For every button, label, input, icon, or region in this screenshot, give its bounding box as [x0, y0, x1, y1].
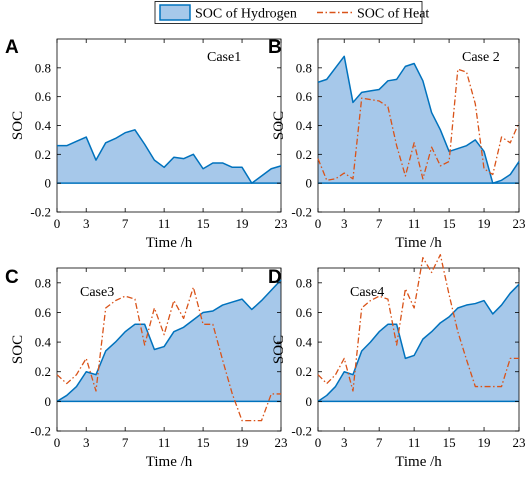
x-tick-label: 15 [443, 216, 456, 231]
x-axis-label: Time /h [146, 235, 193, 251]
y-axis-label: SOC [271, 111, 287, 140]
x-tick-label: 3 [83, 216, 90, 231]
y-tick-label: 0.2 [296, 364, 312, 379]
hydrogen-series-line [56, 279, 282, 403]
x-tick-label: 23 [513, 435, 526, 450]
legend-heat-label: SOC of Heat [357, 7, 429, 22]
y-tick-label: 0 [306, 176, 313, 191]
y-tick-label: 0.6 [296, 89, 313, 104]
heat-series-line [317, 68, 520, 181]
x-tick-label: 7 [122, 435, 129, 450]
y-tick-label: -0.2 [291, 424, 312, 439]
x-tick-label: 0 [54, 216, 61, 231]
y-axis-label: SOC [271, 335, 287, 364]
axes-frame [56, 267, 282, 432]
y-tick-label: 0.8 [296, 275, 312, 290]
x-tick-label: 15 [443, 435, 456, 450]
y-tick-label: 0.6 [35, 305, 52, 320]
x-tick-label: 0 [54, 435, 61, 450]
hydrogen-area [57, 129, 281, 184]
x-tick-label: 15 [197, 216, 210, 231]
x-tick-label: 19 [478, 216, 491, 231]
x-tick-label: 15 [197, 435, 210, 450]
y-tick-label: 0.4 [35, 335, 52, 350]
y-axis-label: SOC [10, 111, 26, 140]
y-tick-label: 0.4 [296, 335, 313, 350]
axes-frame [56, 38, 282, 213]
x-tick-label: 19 [236, 435, 249, 450]
legend: SOC of Hydrogen SOC of Heat [154, 1, 429, 24]
x-tick-label: 23 [513, 216, 526, 231]
x-tick-label: 3 [341, 216, 348, 231]
hydrogen-series-line [317, 55, 520, 184]
x-axis-label: Time /h [146, 454, 193, 470]
hydrogen-area [318, 56, 519, 184]
y-tick-label: -0.2 [30, 205, 51, 220]
case-title: Case1 [207, 50, 241, 65]
legend-box [154, 1, 423, 24]
heat-series-line [56, 286, 281, 422]
y-tick-label: -0.2 [30, 424, 51, 439]
y-tick-label: 0.2 [35, 147, 51, 162]
panel-letter: A [5, 37, 19, 58]
x-tick-label: 7 [376, 216, 383, 231]
y-tick-label: 0 [45, 394, 52, 409]
y-tick-label: 0.8 [296, 60, 312, 75]
x-tick-label: 11 [408, 216, 421, 231]
x-tick-label: 3 [341, 435, 348, 450]
hydrogen-area [57, 279, 281, 402]
y-tick-label: 0.4 [296, 118, 313, 133]
y-tick-label: 0.2 [296, 147, 312, 162]
y-tick-label: -0.2 [291, 205, 312, 220]
x-tick-label: 11 [158, 435, 171, 450]
y-tick-label: 0 [306, 394, 313, 409]
y-tick-label: 0.6 [296, 305, 313, 320]
x-tick-label: 0 [315, 435, 322, 450]
y-tick-label: 0.2 [35, 364, 51, 379]
x-tick-label: 3 [83, 435, 90, 450]
y-axis-label: SOC [10, 335, 26, 364]
x-tick-label: 11 [408, 435, 421, 450]
case-title: Case4 [350, 285, 384, 300]
heat-series-line [317, 254, 519, 392]
y-tick-label: 0.6 [35, 89, 52, 104]
axes-frame [317, 267, 520, 432]
hydrogen-area [318, 284, 519, 402]
panel-letter: D [268, 267, 282, 288]
legend-hydrogen-swatch [159, 4, 191, 21]
x-axis-label: Time /h [395, 454, 442, 470]
y-tick-label: 0.8 [35, 60, 51, 75]
hydrogen-series-line [57, 129, 282, 184]
y-tick-label: 0 [45, 176, 52, 191]
y-tick-label: 0.4 [35, 118, 52, 133]
x-axis-label: Time /h [395, 235, 442, 251]
hydrogen-series-line [317, 283, 520, 402]
x-tick-label: 19 [478, 435, 491, 450]
panel-letter: C [5, 267, 19, 288]
x-tick-label: 23 [275, 216, 288, 231]
x-tick-label: 0 [315, 216, 322, 231]
x-tick-label: 23 [275, 435, 288, 450]
case-title: Case 2 [462, 50, 500, 65]
x-tick-label: 19 [236, 216, 249, 231]
x-tick-label: 7 [376, 435, 383, 450]
legend-hydrogen-label: SOC of Hydrogen [195, 7, 297, 22]
case-title: Case3 [80, 285, 114, 300]
x-tick-label: 11 [158, 216, 171, 231]
panel-letter: B [268, 37, 282, 58]
x-tick-label: 7 [122, 216, 129, 231]
y-tick-label: 0.8 [35, 275, 51, 290]
